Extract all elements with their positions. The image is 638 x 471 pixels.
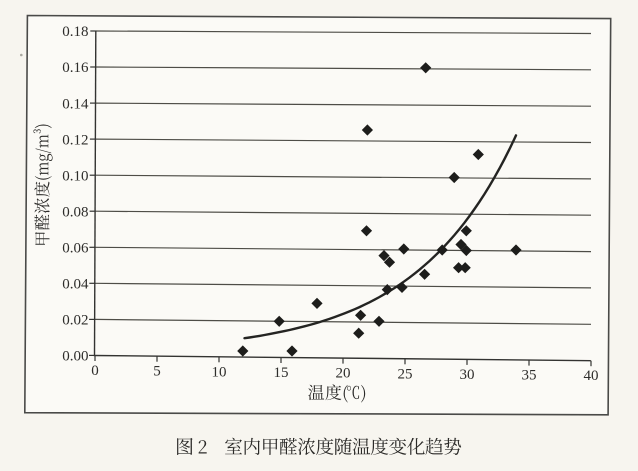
svg-text:30: 30: [460, 367, 475, 383]
svg-text:40: 40: [584, 368, 599, 384]
svg-text:25: 25: [398, 366, 413, 382]
svg-text:20: 20: [336, 366, 351, 382]
svg-text:0.12: 0.12: [62, 132, 88, 148]
svg-text:10: 10: [212, 364, 227, 380]
svg-text:0.10: 0.10: [62, 168, 88, 184]
svg-text:0.00: 0.00: [62, 349, 88, 365]
svg-text:0.16: 0.16: [62, 60, 89, 76]
svg-text:0.06: 0.06: [62, 241, 89, 257]
svg-text:0: 0: [91, 363, 99, 379]
svg-text:15: 15: [274, 365, 289, 381]
svg-text:0.02: 0.02: [62, 313, 88, 329]
svg-text:5: 5: [153, 364, 161, 380]
svg-text:0.04: 0.04: [62, 277, 89, 293]
svg-text:0.14: 0.14: [62, 96, 89, 112]
svg-text:35: 35: [522, 368, 537, 384]
svg-text:0.18: 0.18: [62, 24, 88, 40]
svg-text:0.08: 0.08: [62, 204, 88, 220]
